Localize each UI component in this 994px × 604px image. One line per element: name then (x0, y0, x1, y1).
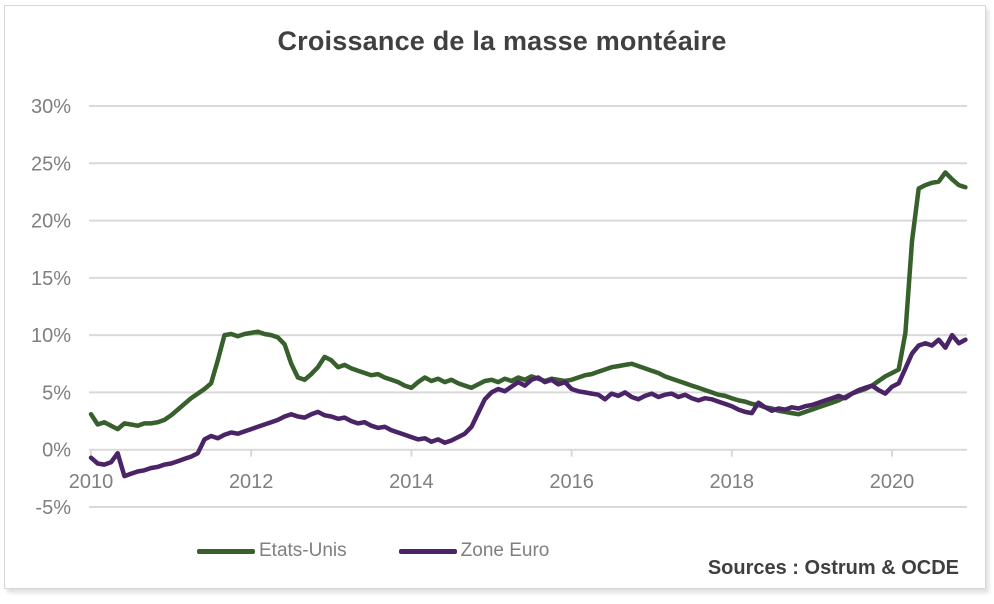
x-axis-label: 2018 (710, 471, 755, 493)
legend-label-etats-unis: Etats-Unis (259, 540, 347, 561)
y-axis-label: 20% (31, 211, 71, 233)
x-axis-label: 2014 (389, 471, 434, 493)
x-axis-label: 2012 (229, 471, 274, 493)
chart-card: Croissance de la masse montéaire 30% 25% 2… (4, 5, 986, 589)
line-chart: 30% 25% 20% 15% 10% 5% 0% -5% 2010 2012 2014 2016 20… (31, 96, 968, 519)
y-axis-label: 0% (42, 440, 71, 462)
y-axis-label: -5% (35, 497, 71, 519)
x-axis-label: 2016 (549, 471, 594, 493)
legend-item-etats-unis: Etats-Unis (197, 540, 347, 562)
chart-title: Croissance de la masse montéaire (277, 26, 727, 56)
y-axis-label: 30% (31, 96, 71, 118)
legend-swatch-zone-euro (398, 548, 457, 554)
y-axis-label: 25% (31, 153, 71, 175)
series-line-zone-euro (88, 332, 968, 479)
x-axis-label: 2010 (69, 471, 114, 493)
x-axis-label: 2020 (870, 471, 915, 493)
chart-legend: Etats-Unis Zone Euro (197, 540, 549, 562)
y-axis-label: 15% (31, 268, 71, 290)
series-line-etats-unis (88, 170, 968, 432)
legend-swatch-etats-unis (197, 548, 255, 554)
y-axis-label: 5% (42, 382, 71, 404)
source-note: Sources : Ostrum & OCDE (707, 557, 959, 579)
legend-item-zone-euro: Zone Euro (398, 540, 550, 562)
legend-label-zone-euro: Zone Euro (460, 540, 550, 561)
y-axis-label: 10% (31, 325, 71, 347)
